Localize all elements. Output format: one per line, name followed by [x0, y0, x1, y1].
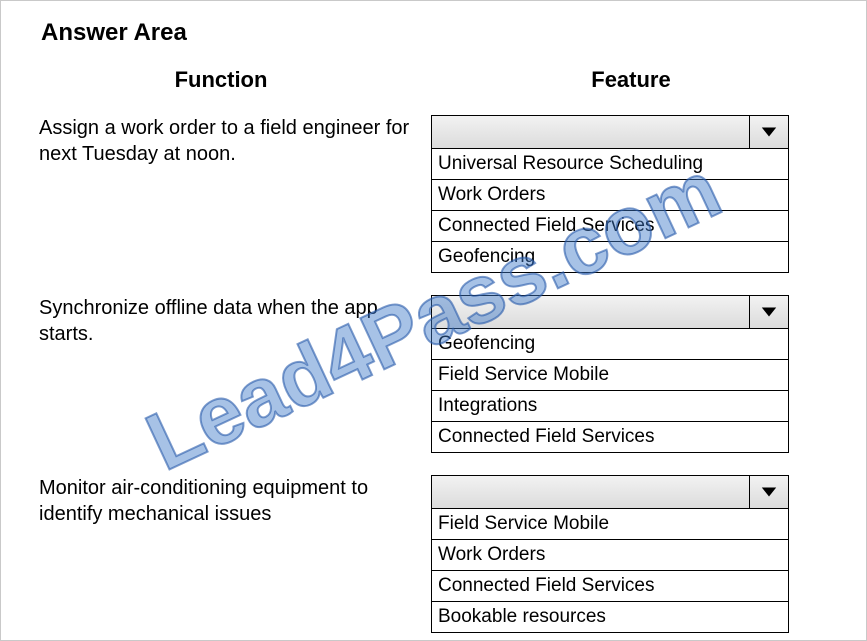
dropdown-selected-blank: [432, 476, 750, 508]
chevron-down-icon[interactable]: [750, 116, 788, 148]
function-column-header: Function: [1, 67, 441, 93]
dropdown-option[interactable]: Connected Field Services: [431, 211, 789, 242]
page-title: Answer Area: [41, 19, 866, 47]
question-row: Synchronize offline data when the app st…: [1, 295, 866, 453]
dropdown-option[interactable]: Connected Field Services: [431, 571, 789, 602]
dropdown-header[interactable]: [431, 115, 789, 149]
dropdown-option[interactable]: Bookable resources: [431, 602, 789, 633]
dropdown-option[interactable]: Work Orders: [431, 180, 789, 211]
dropdown-option[interactable]: Geofencing: [431, 242, 789, 273]
dropdown-selected-blank: [432, 296, 750, 328]
dropdown-option[interactable]: Universal Resource Scheduling: [431, 149, 789, 180]
dropdown-header[interactable]: [431, 295, 789, 329]
feature-dropdown[interactable]: Field Service Mobile Work Orders Connect…: [431, 475, 789, 633]
dropdown-option[interactable]: Work Orders: [431, 540, 789, 571]
dropdown-selected-blank: [432, 116, 750, 148]
dropdown-option[interactable]: Integrations: [431, 391, 789, 422]
function-text: Assign a work order to a field engineer …: [1, 115, 431, 167]
question-row: Assign a work order to a field engineer …: [1, 115, 866, 273]
feature-dropdown[interactable]: Geofencing Field Service Mobile Integrat…: [431, 295, 789, 453]
function-text: Monitor air-conditioning equipment to id…: [1, 475, 431, 527]
column-headers-row: Function Feature: [1, 67, 866, 93]
feature-column-header: Feature: [441, 67, 821, 93]
dropdown-option[interactable]: Field Service Mobile: [431, 360, 789, 391]
question-row: Monitor air-conditioning equipment to id…: [1, 475, 866, 633]
chevron-down-icon[interactable]: [750, 296, 788, 328]
dropdown-option[interactable]: Geofencing: [431, 329, 789, 360]
answer-area-container: Answer Area Function Feature Assign a wo…: [0, 0, 867, 641]
dropdown-option[interactable]: Field Service Mobile: [431, 509, 789, 540]
dropdown-option[interactable]: Connected Field Services: [431, 422, 789, 453]
chevron-down-icon[interactable]: [750, 476, 788, 508]
dropdown-header[interactable]: [431, 475, 789, 509]
function-text: Synchronize offline data when the app st…: [1, 295, 431, 347]
feature-dropdown[interactable]: Universal Resource Scheduling Work Order…: [431, 115, 789, 273]
